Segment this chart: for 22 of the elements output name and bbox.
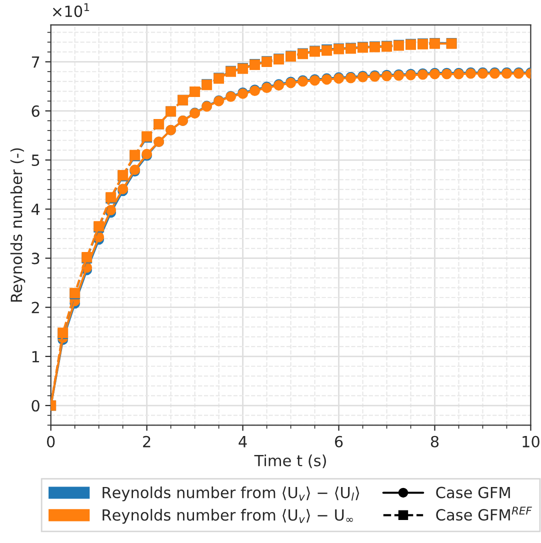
text: Case GFM$^{REF}$: [436, 506, 532, 521]
point: [106, 204, 116, 216]
y-tick-label: 4: [31, 204, 40, 215]
x-tick-label: 0: [47, 436, 55, 448]
x-tick-label: 6: [334, 436, 343, 448]
text: Case GFM: [436, 486, 510, 498]
y-tick-label: 3: [32, 252, 40, 264]
y-tick-label: 1: [32, 351, 40, 362]
y-tick-label: 7: [32, 56, 40, 68]
y-axis-title: Reynolds number (-): [10, 148, 26, 302]
y-tick-label: 0: [32, 400, 40, 412]
x-tick-label: 2: [143, 436, 150, 448]
y-tick-label: 5: [32, 154, 40, 166]
text: ×10$^{1}$: [52, 3, 90, 18]
legend-label: Reynolds number from ⟨U$_{v}$⟩ − U$_{∞}$: [102, 508, 353, 524]
x-tick-label: 8: [430, 436, 439, 448]
y-tick-label: 2: [32, 302, 39, 314]
x-tick-label: 4: [238, 436, 247, 448]
y-tick-label: 6: [32, 105, 40, 117]
x-tick-label: 10: [522, 436, 540, 448]
legend-label: Reynolds number from ⟨U$_{v}$⟩ − ⟨U$_{l}$⟩: [102, 486, 360, 502]
x-axis-title: Time t (s): [254, 454, 326, 468]
